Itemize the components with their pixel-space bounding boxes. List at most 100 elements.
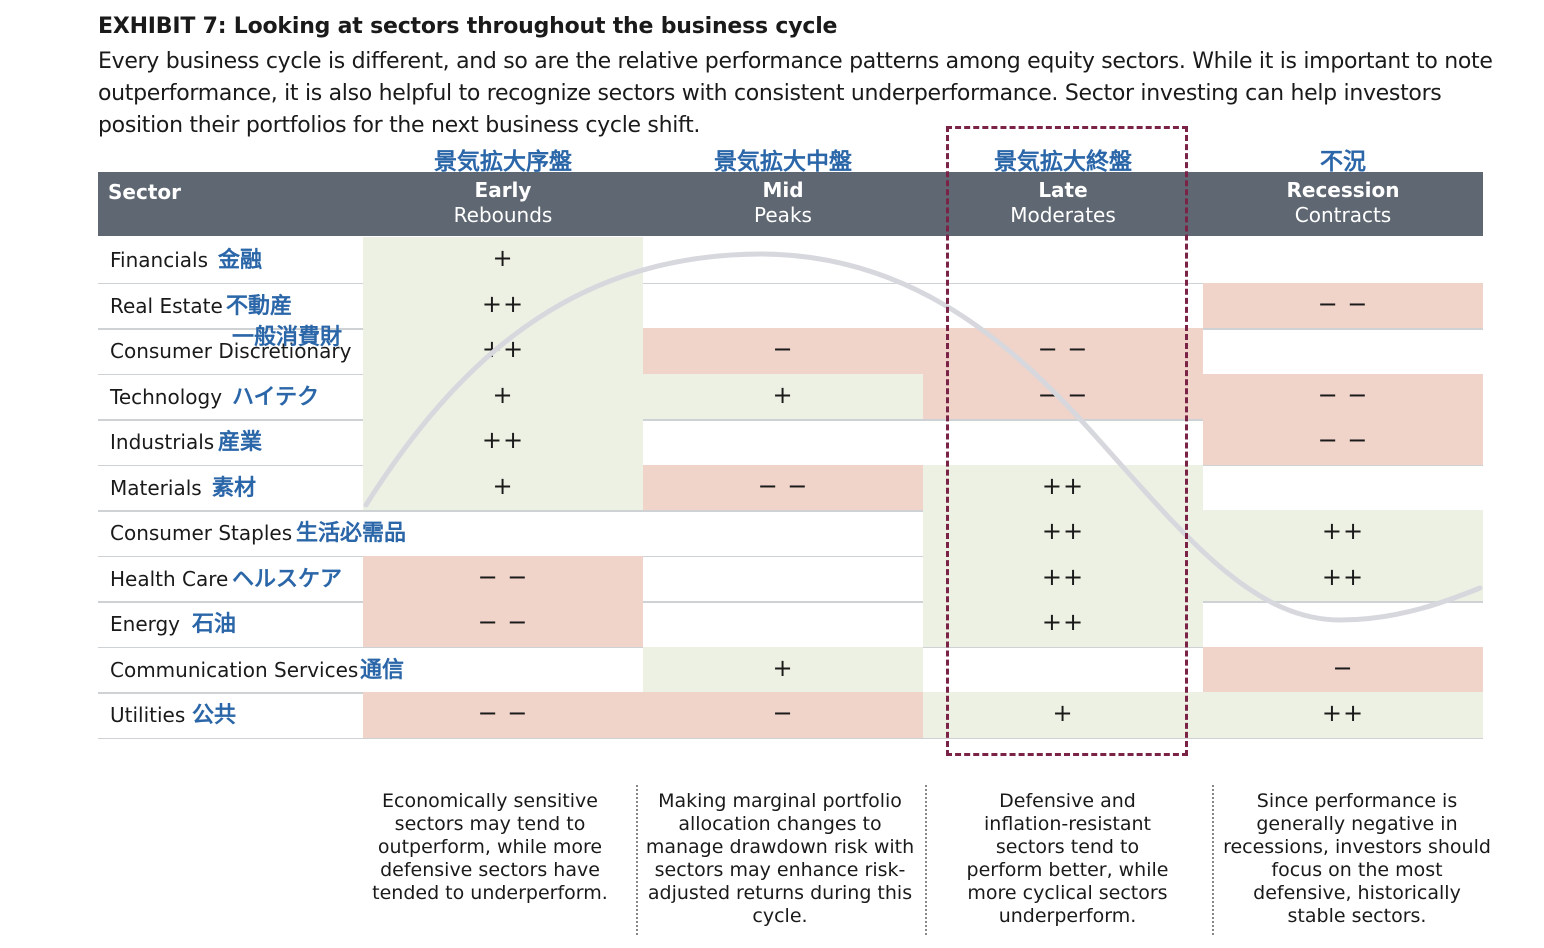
note-early: Economically sensitive sectors may tend … <box>372 790 608 904</box>
table-cell <box>1203 373 1483 419</box>
sector-label: Materials <box>110 475 202 500</box>
note-mid: Making marginal portfolio allocation cha… <box>645 790 915 927</box>
row-divider <box>98 510 1483 512</box>
performance-mark: − − <box>1317 380 1369 409</box>
table-cell <box>923 555 1203 601</box>
table-cell <box>363 328 643 374</box>
late-phase-highlight <box>946 126 1188 756</box>
sector-label-jp: 一般消費財 <box>232 325 343 350</box>
table-cell <box>363 464 643 510</box>
sector-label-jp: 生活必需品 <box>296 521 407 546</box>
performance-mark: − − <box>477 699 529 727</box>
exhibit-title: EXHIBIT 7: Looking at sectors throughout… <box>98 14 838 39</box>
header-mid-desc: Peaks <box>754 203 812 227</box>
table-cell <box>363 373 643 419</box>
table-cell <box>923 373 1203 419</box>
header-recession-name: Recession <box>1286 178 1400 202</box>
header-early: Early Rebounds <box>363 178 643 228</box>
sector-label-jp: 通信 <box>360 657 405 683</box>
performance-mark: + <box>772 653 794 682</box>
header-recession: Recession Contracts <box>1203 178 1483 228</box>
performance-mark: ++ <box>1321 699 1365 727</box>
sector-label: Health Care <box>110 566 229 591</box>
sector-label: Industrials <box>110 430 215 454</box>
header-early-name: Early <box>474 178 532 202</box>
performance-mark: + <box>1052 699 1074 727</box>
header-late-desc: Moderates <box>1010 203 1116 227</box>
table-cell <box>1203 646 1483 692</box>
table-cell <box>1203 692 1483 738</box>
note-late: Defensive and inflation-resistant sector… <box>966 790 1169 927</box>
table-cell <box>363 601 643 647</box>
header-early-desc: Rebounds <box>453 203 553 227</box>
sector-label-jp: ヘルスケア <box>232 566 343 592</box>
performance-mark: − − <box>477 562 529 591</box>
table-cell <box>643 464 923 510</box>
performance-mark: − − <box>1317 289 1369 318</box>
performance-mark: − <box>772 335 794 363</box>
table-cell <box>923 328 1203 374</box>
table-cell <box>643 692 923 738</box>
performance-mark: − − <box>757 471 809 500</box>
note-divider <box>636 785 638 935</box>
header-mid: Mid Peaks <box>643 178 923 228</box>
performance-mark: ++ <box>1041 517 1085 545</box>
performance-mark: − − <box>1037 335 1089 363</box>
table-cell <box>923 692 1203 738</box>
exhibit-subtitle: Every business cycle is different, and s… <box>98 49 1493 138</box>
sector-label: Consumer Discretionary <box>110 339 352 363</box>
row-divider <box>98 555 1483 557</box>
performance-mark: ++ <box>1041 562 1085 591</box>
sector-label: Consumer Staples <box>110 521 293 545</box>
header-late: Late Moderates <box>923 178 1203 228</box>
sector-label: Technology <box>110 384 223 409</box>
phase-jp-early: 景気拡大序盤 <box>434 149 572 175</box>
performance-mark: − − <box>1317 426 1369 454</box>
performance-mark: − <box>772 699 794 727</box>
table-cell <box>643 328 923 374</box>
sector-label-jp: 素材 <box>212 475 257 501</box>
table-cell <box>923 601 1203 647</box>
header-sector: Sector <box>108 180 181 204</box>
table-cell <box>1203 282 1483 328</box>
note-divider <box>1212 785 1214 935</box>
row-divider <box>98 601 1483 603</box>
sector-label: Real Estate <box>110 293 223 318</box>
sector-label: Energy <box>110 612 181 636</box>
note-divider <box>925 785 927 935</box>
sector-label: Utilities <box>110 703 186 727</box>
sector-label-jp: 産業 <box>218 430 263 455</box>
performance-mark: ++ <box>1041 608 1085 636</box>
phase-jp-late: 景気拡大終盤 <box>994 149 1132 175</box>
table-cell <box>363 555 643 601</box>
performance-mark: ++ <box>1041 471 1085 500</box>
sector-label: Communication Services <box>110 657 359 682</box>
row-divider <box>98 282 1483 284</box>
performance-mark: ++ <box>481 289 525 318</box>
performance-mark: ++ <box>1321 562 1365 591</box>
table-cell <box>1203 419 1483 465</box>
sector-label-jp: 金融 <box>218 248 263 273</box>
performance-mark: ++ <box>1321 517 1365 545</box>
table-cell <box>643 646 923 692</box>
header-late-name: Late <box>1038 178 1088 202</box>
table-cell <box>643 373 923 419</box>
sector-label-jp: 公共 <box>192 703 237 728</box>
sector-label-jp: ハイテク <box>232 384 320 410</box>
sector-label-jp: 石油 <box>192 612 237 637</box>
row-divider <box>98 419 1483 421</box>
sector-label: Financials <box>110 248 208 272</box>
table-cell <box>363 692 643 738</box>
performance-mark: + <box>492 471 514 500</box>
phase-jp-mid: 景気拡大中盤 <box>714 149 852 175</box>
performance-mark: + <box>772 380 794 409</box>
phase-jp-recession: 不況 <box>1320 149 1366 175</box>
table-cell <box>923 510 1203 556</box>
row-divider <box>98 737 1483 739</box>
sector-label-jp: 不動産 <box>226 293 293 319</box>
performance-mark: + <box>492 380 514 409</box>
table-cell <box>363 282 643 328</box>
table-header <box>98 172 1483 236</box>
performance-mark: − − <box>477 608 529 636</box>
header-mid-name: Mid <box>762 178 804 202</box>
